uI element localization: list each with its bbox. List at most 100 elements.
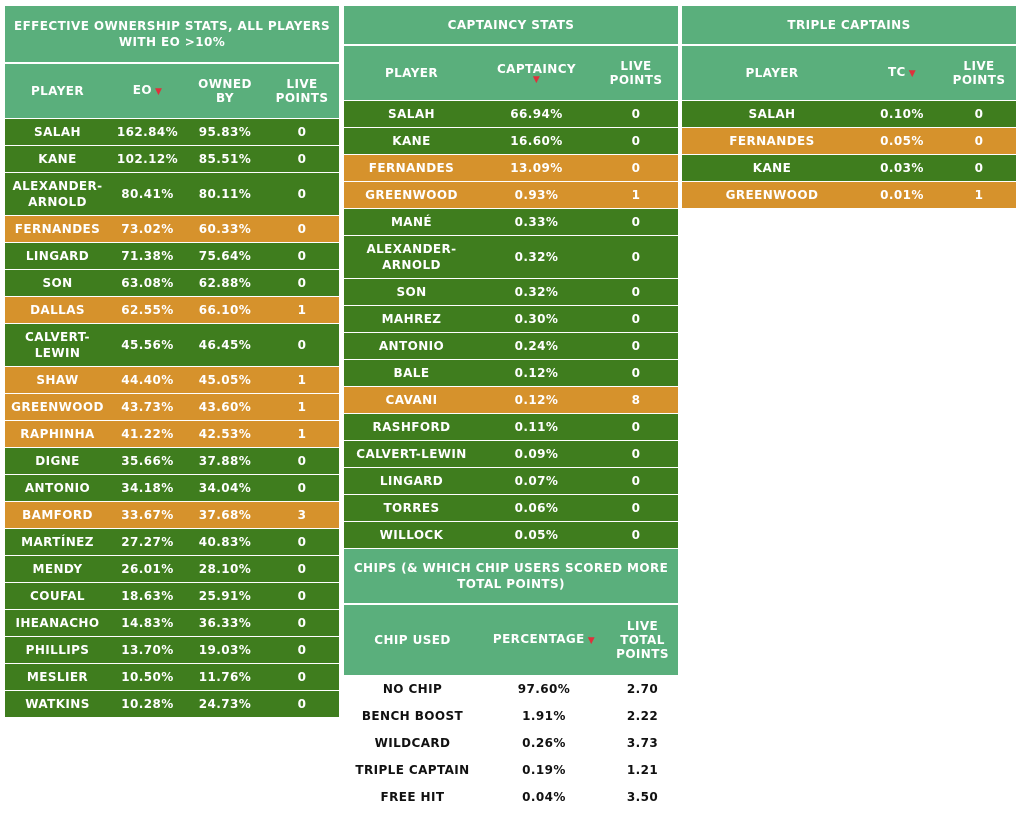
sort-desc-icon: ▼ [532, 75, 541, 85]
table-row: SHAW 44.40% 45.05% 1 [5, 366, 340, 394]
live-points-cell: 1 [265, 296, 340, 324]
live-points-cell: 1 [265, 393, 340, 421]
player-name-cell: KANE [344, 127, 479, 155]
captaincy-table-body: SALAH 66.94% 0 KANE 16.60% 0 FERNANDES 13.09% 0 G… [344, 100, 679, 549]
captaincy-cell: 0.30% [479, 305, 594, 333]
table-row: SALAH 0.10% 0 [682, 100, 1017, 128]
owned-by-cell: 45.05% [185, 366, 265, 394]
live-points-cell: 1 [265, 366, 340, 394]
owned-by-cell: 62.88% [185, 269, 265, 297]
eo-header-points[interactable]: LIVE POINTS [265, 63, 340, 119]
live-points-cell: 0 [265, 145, 340, 173]
table-row: CAVANI 0.12% 8 [344, 386, 679, 414]
triple-header-tc[interactable]: TC ▼ [862, 45, 942, 101]
eo-cell: 27.27% [110, 528, 185, 556]
player-name-cell: WATKINS [5, 690, 110, 718]
live-points-cell: 0 [594, 100, 679, 128]
table-row: GREENWOOD 0.01% 1 [682, 181, 1017, 209]
owned-by-cell: 80.11% [185, 172, 265, 216]
captaincy-header-captaincy[interactable]: CAPTAINCY ▼ [479, 45, 594, 101]
captaincy-header-points[interactable]: LIVE POINTS [594, 45, 679, 101]
live-points-cell: 0 [265, 474, 340, 502]
live-points-cell: 0 [594, 154, 679, 182]
live-points-cell: 0 [265, 172, 340, 216]
triple-header-player[interactable]: PLAYER [682, 45, 862, 101]
eo-header-player[interactable]: PLAYER [5, 63, 110, 119]
table-row: WILDCARD 0.26% 3.73 [344, 729, 679, 757]
eo-cell: 34.18% [110, 474, 185, 502]
eo-cell: 43.73% [110, 393, 185, 421]
table-row: DIGNE 35.66% 37.88% 0 [5, 447, 340, 475]
triple-table-title: TRIPLE CAPTAINS [682, 6, 1017, 46]
table-row: BENCH BOOST 1.91% 2.22 [344, 702, 679, 730]
player-name-cell: MENDY [5, 555, 110, 583]
player-name-cell: GREENWOOD [344, 181, 479, 209]
live-points-cell: 0 [265, 242, 340, 270]
live-points-cell: 3 [265, 501, 340, 529]
table-row: FERNANDES 13.09% 0 [344, 154, 679, 182]
captaincy-cell: 0.05% [479, 521, 594, 549]
live-total-points-cell: 3.73 [607, 729, 679, 757]
captaincy-cell: 0.12% [479, 386, 594, 414]
sort-desc-icon: ▼ [587, 636, 596, 646]
player-name-cell: FERNANDES [344, 154, 479, 182]
owned-by-cell: 42.53% [185, 420, 265, 448]
player-name-cell: ANTONIO [344, 332, 479, 360]
live-points-cell: 0 [594, 278, 679, 306]
table-row: MAHREZ 0.30% 0 [344, 305, 679, 333]
percentage-cell: 0.04% [481, 783, 607, 811]
chips-header-chip[interactable]: CHIP USED [344, 604, 481, 676]
live-points-cell: 0 [594, 359, 679, 387]
owned-by-cell: 66.10% [185, 296, 265, 324]
tc-cell: 0.05% [862, 127, 942, 155]
eo-cell: 44.40% [110, 366, 185, 394]
eo-cell: 71.38% [110, 242, 185, 270]
player-name-cell: DIGNE [5, 447, 110, 475]
eo-cell: 13.70% [110, 636, 185, 664]
chips-header-percentage[interactable]: PERCENTAGE ▼ [481, 604, 607, 676]
eo-header-eo[interactable]: EO ▼ [110, 63, 185, 119]
percentage-cell: 1.91% [481, 702, 607, 730]
eo-cell: 102.12% [110, 145, 185, 173]
owned-by-cell: 46.45% [185, 323, 265, 367]
owned-by-cell: 85.51% [185, 145, 265, 173]
chips-table-title: CHIPS (& WHICH CHIP USERS SCORED MORE TO… [344, 549, 679, 605]
sort-desc-icon: ▼ [908, 69, 917, 79]
table-row: KANE 102.12% 85.51% 0 [5, 145, 340, 173]
player-name-cell: BALE [344, 359, 479, 387]
player-name-cell: LINGARD [344, 467, 479, 495]
player-name-cell: IHEANACHO [5, 609, 110, 637]
table-row: RASHFORD 0.11% 0 [344, 413, 679, 441]
player-name-cell: MAHREZ [344, 305, 479, 333]
table-row: FERNANDES 73.02% 60.33% 0 [5, 215, 340, 243]
eo-cell: 35.66% [110, 447, 185, 475]
triple-header-points[interactable]: LIVE POINTS [942, 45, 1017, 101]
triple-header-tc-label: TC [887, 65, 906, 79]
table-row: ANTONIO 34.18% 34.04% 0 [5, 474, 340, 502]
player-name-cell: CAVANI [344, 386, 479, 414]
live-total-points-cell: 1.21 [607, 756, 679, 784]
chip-name-cell: TRIPLE CAPTAIN [344, 756, 481, 784]
player-name-cell: SHAW [5, 366, 110, 394]
owned-by-cell: 25.91% [185, 582, 265, 610]
live-points-cell: 1 [594, 181, 679, 209]
owned-by-cell: 11.76% [185, 663, 265, 691]
table-row: ALEXANDER-ARNOLD 0.32% 0 [344, 235, 679, 279]
owned-by-cell: 37.88% [185, 447, 265, 475]
table-row: WILLOCK 0.05% 0 [344, 521, 679, 549]
table-row: WATKINS 10.28% 24.73% 0 [5, 690, 340, 718]
captaincy-cell: 0.12% [479, 359, 594, 387]
table-row: LINGARD 0.07% 0 [344, 467, 679, 495]
chips-header-points[interactable]: LIVE TOTAL POINTS [607, 604, 679, 676]
eo-header-owned[interactable]: OWNED BY [185, 63, 265, 119]
player-name-cell: ALEXANDER-ARNOLD [5, 172, 110, 216]
percentage-cell: 0.26% [481, 729, 607, 757]
live-points-cell: 0 [594, 305, 679, 333]
owned-by-cell: 19.03% [185, 636, 265, 664]
live-points-cell: 1 [942, 181, 1017, 209]
tc-cell: 0.03% [862, 154, 942, 182]
captaincy-header-player[interactable]: PLAYER [344, 45, 479, 101]
owned-by-cell: 40.83% [185, 528, 265, 556]
player-name-cell: FERNANDES [682, 127, 862, 155]
live-points-cell: 0 [594, 235, 679, 279]
